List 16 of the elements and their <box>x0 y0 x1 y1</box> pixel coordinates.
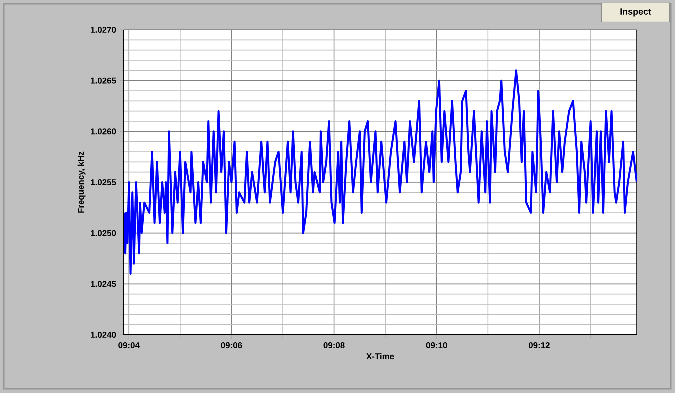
y-tick-label: 1.0240 <box>91 332 116 338</box>
y-tick-label: 1.0260 <box>91 128 116 135</box>
y-tick-label: 1.0270 <box>91 27 116 33</box>
y-tick-label: 1.0250 <box>91 230 116 236</box>
y-tick-label: 1.0255 <box>91 180 116 186</box>
x-tick-label: 09:08 <box>324 342 345 349</box>
x-tick-label: 09:04 <box>118 342 140 349</box>
x-tick-label: 09:12 <box>528 342 550 349</box>
y-tick-label: 1.0245 <box>91 281 116 288</box>
x-tick-label: 09:10 <box>426 342 448 349</box>
y-axis-title: Frequency, kHz <box>78 152 86 213</box>
line-series <box>124 70 638 275</box>
x-axis-title: X-Time <box>366 353 394 360</box>
y-tick-label: 1.0265 <box>91 78 116 84</box>
x-tick-label: 09:06 <box>221 342 242 349</box>
text: Inspect <box>620 8 652 17</box>
